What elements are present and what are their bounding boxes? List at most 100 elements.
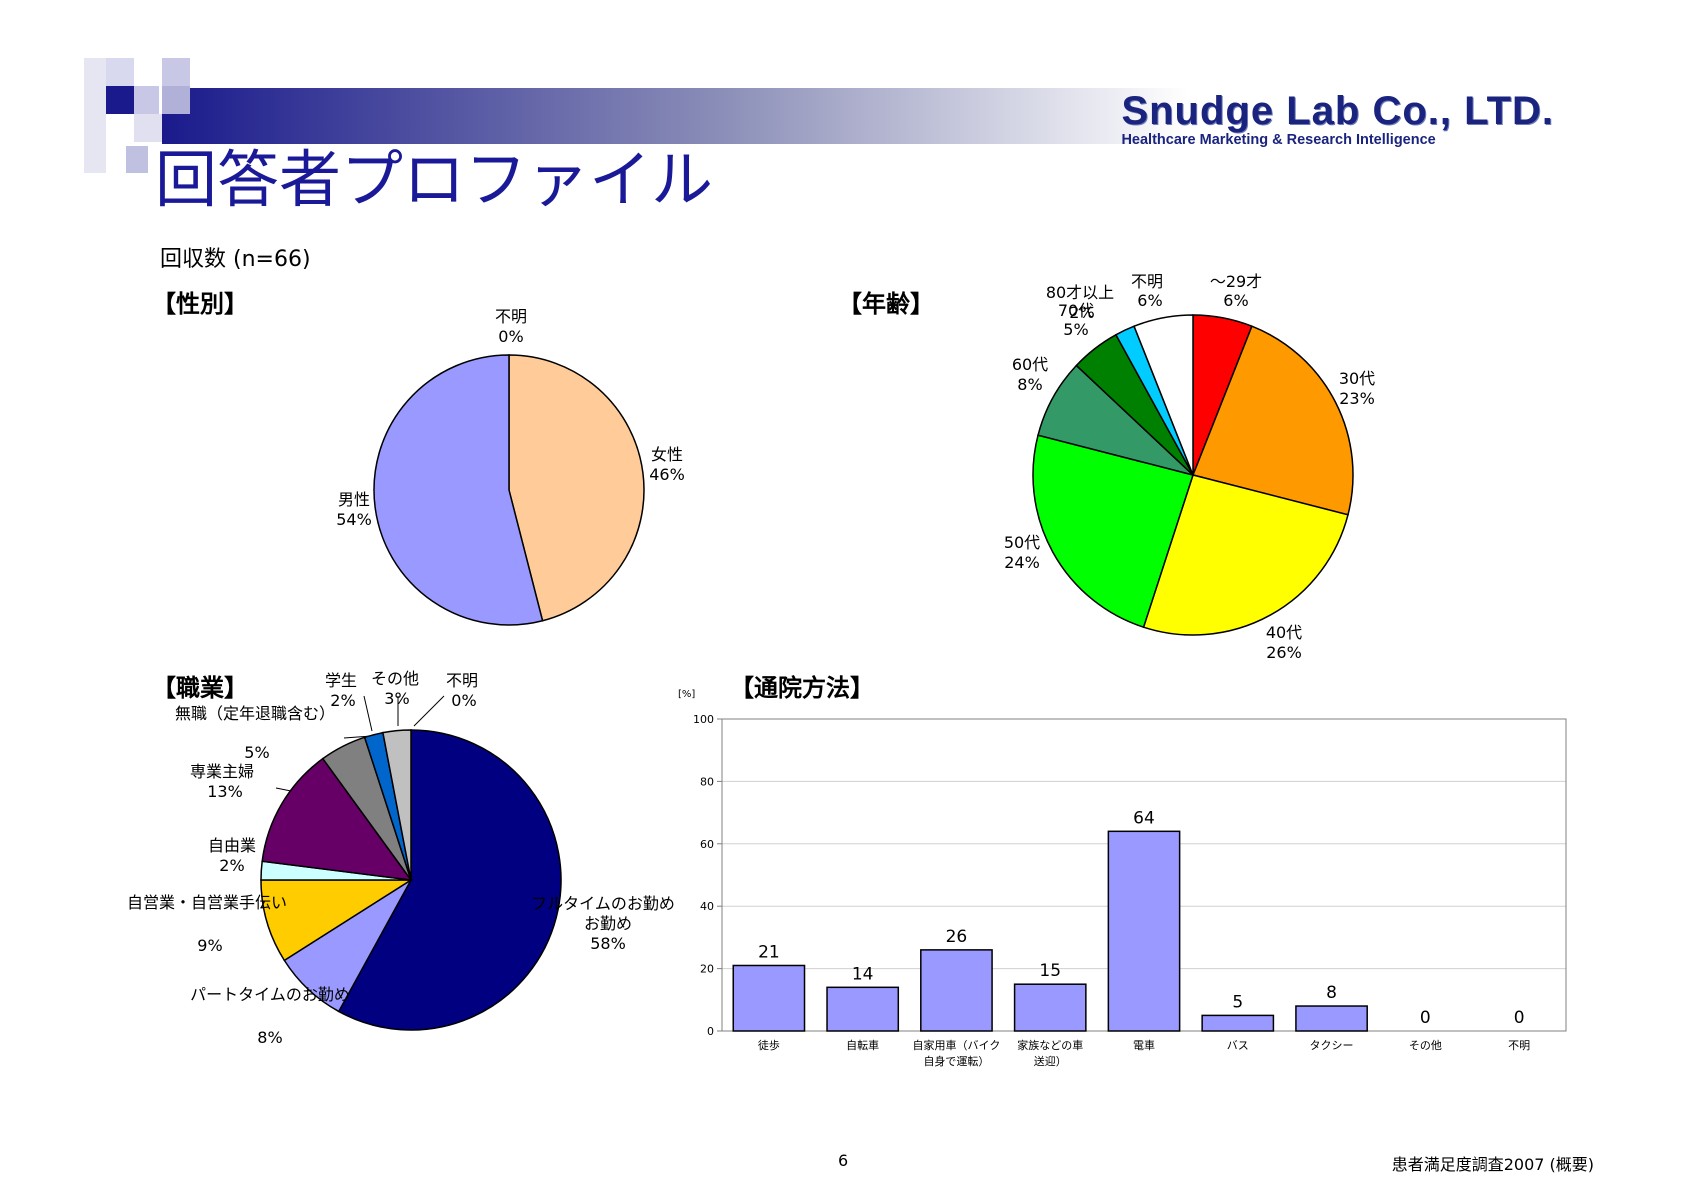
occ-unemployed-name: 無職（定年退職含む） (175, 704, 335, 723)
x-category-label-2-line2: 自身で運転） (923, 1054, 989, 1068)
leader-line-student (363, 695, 373, 732)
bar-unit-label: [%] (678, 689, 695, 700)
age-80plus-name: 80才以上 (1046, 283, 1114, 302)
age-u29-pct: 6% (1223, 291, 1248, 310)
occ-fulltime-pct: 58% (590, 934, 626, 953)
gender-unknown-name: 不明 (495, 307, 527, 326)
bar-4 (1107, 830, 1181, 1032)
bar-value-label-4: 64 (1133, 808, 1155, 828)
commute-chart-title: 【通院方法】 (730, 674, 874, 702)
age-u29-name: ～29才 (1210, 272, 1262, 291)
occupation-slice-2 (260, 879, 414, 962)
footer-report-title: 患者満足度調査2007 (概要) (1391, 1155, 1594, 1174)
age-60s-name: 60代 (1012, 355, 1048, 374)
bar-value-label-3: 15 (1039, 961, 1061, 981)
bar-value-label-8: 0 (1514, 1008, 1525, 1028)
occ-selfemployed-pct: 9% (197, 936, 222, 955)
bar-1 (826, 986, 900, 1032)
age-70s-name: 70代 (1058, 301, 1094, 320)
age-slice-3 (1032, 434, 1194, 629)
age-unknown-pct: 6% (1137, 291, 1162, 310)
occ-housewife-pct: 13% (207, 782, 243, 801)
x-category-label-7: その他 (1409, 1039, 1442, 1052)
occ-other-pct: 3% (384, 689, 409, 708)
x-category-label-4: 電車 (1133, 1038, 1155, 1052)
y-tick-label-60: 60 (700, 838, 714, 851)
leader-line-unknown (413, 695, 445, 727)
age-50s-pct: 24% (1004, 553, 1040, 572)
x-category-label-0: 徒歩 (758, 1038, 780, 1052)
occ-student-name: 学生 (325, 671, 357, 690)
occ-fulltime-name2: お勤め (584, 914, 632, 933)
gender-slice-0 (508, 354, 645, 622)
occ-housewife-name: 専業主婦 (190, 762, 254, 781)
y-tick-label-100: 100 (693, 713, 714, 726)
x-category-label-8: 不明 (1508, 1039, 1530, 1052)
y-tick-label-80: 80 (700, 775, 714, 788)
bar-5 (1201, 1014, 1275, 1032)
bar-3 (1013, 983, 1087, 1032)
bar-value-label-5: 5 (1232, 992, 1243, 1012)
occ-fulltime-name: フルタイムのお勤め (531, 894, 675, 913)
y-tick-label-0: 0 (707, 1025, 714, 1038)
gender-male-pct: 54% (336, 510, 372, 529)
occ-unknown-pct: 0% (451, 691, 476, 710)
response-count: 回収数 (n=66) (160, 247, 311, 272)
occ-parttime-name: パートタイムのお勤め (190, 985, 350, 1004)
bar-6 (1295, 1005, 1368, 1032)
occ-freelance-pct: 2% (219, 856, 244, 875)
bar-2 (920, 949, 993, 1032)
age-slice-1 (1191, 325, 1354, 516)
y-tick-label-40: 40 (700, 900, 714, 913)
page-number: 6 (838, 1151, 849, 1170)
company-logo: Snudge Lab Co., LTD. Healthcare Marketin… (1121, 90, 1554, 148)
gender-unknown-pct: 0% (498, 327, 523, 346)
gender-slice-1 (373, 354, 544, 626)
occ-unemployed-pct: 5% (244, 743, 269, 762)
x-category-label-6: タクシー (1310, 1039, 1354, 1052)
age-30s-pct: 23% (1339, 389, 1375, 408)
gender-chart-title: 【性別】 (152, 290, 248, 318)
age-60s-pct: 8% (1017, 375, 1042, 394)
header-squares-decoration (84, 58, 190, 173)
age-slice-2 (1142, 474, 1349, 636)
occ-unknown-name: 不明 (446, 671, 478, 690)
bar-value-label-2: 26 (946, 927, 968, 947)
company-name: Snudge Lab Co., LTD. (1121, 89, 1554, 133)
age-40s-name: 40代 (1266, 623, 1302, 642)
bar-0 (732, 964, 806, 1032)
age-40s-pct: 26% (1266, 643, 1302, 662)
x-category-label-1: 自転車 (846, 1038, 879, 1052)
occupation-slice-7 (382, 729, 412, 881)
x-category-label-5: バス (1227, 1039, 1249, 1052)
header-gradient-band (162, 88, 1188, 144)
age-80plus-pct: 2% (1069, 303, 1094, 322)
age-slice-7 (1133, 314, 1194, 476)
x-category-label-3-line2: 送迎） (1034, 1054, 1067, 1068)
gender-female-pct: 46% (649, 465, 685, 484)
x-category-label-3: 家族などの車 (1017, 1038, 1083, 1052)
age-unknown-name: 不明 (1131, 272, 1163, 291)
y-tick-label-20: 20 (700, 963, 714, 976)
occupation-slice-0 (337, 729, 562, 1031)
gender-female-name: 女性 (651, 445, 683, 464)
bar-value-label-0: 21 (758, 942, 780, 962)
occupation-chart-title: 【職業】 (152, 674, 248, 702)
page-title: 回答者プロファイル (155, 143, 714, 216)
age-50s-name: 50代 (1004, 533, 1040, 552)
age-chart-title: 【年齢】 (838, 290, 934, 318)
occ-parttime-pct: 8% (257, 1028, 282, 1047)
occ-student-pct: 2% (330, 691, 355, 710)
occupation-slice-4 (261, 757, 413, 881)
bar-value-label-6: 8 (1326, 983, 1337, 1003)
occ-freelance-name: 自由業 (208, 836, 256, 855)
occ-other-name: その他 (371, 669, 419, 688)
age-70s-pct: 5% (1063, 320, 1088, 339)
occ-selfemployed-name: 自営業・自営業手伝い (127, 893, 287, 912)
company-tagline: Healthcare Marketing & Research Intellig… (1121, 132, 1436, 148)
x-category-label-2: 自家用車（バイク (913, 1038, 1001, 1052)
